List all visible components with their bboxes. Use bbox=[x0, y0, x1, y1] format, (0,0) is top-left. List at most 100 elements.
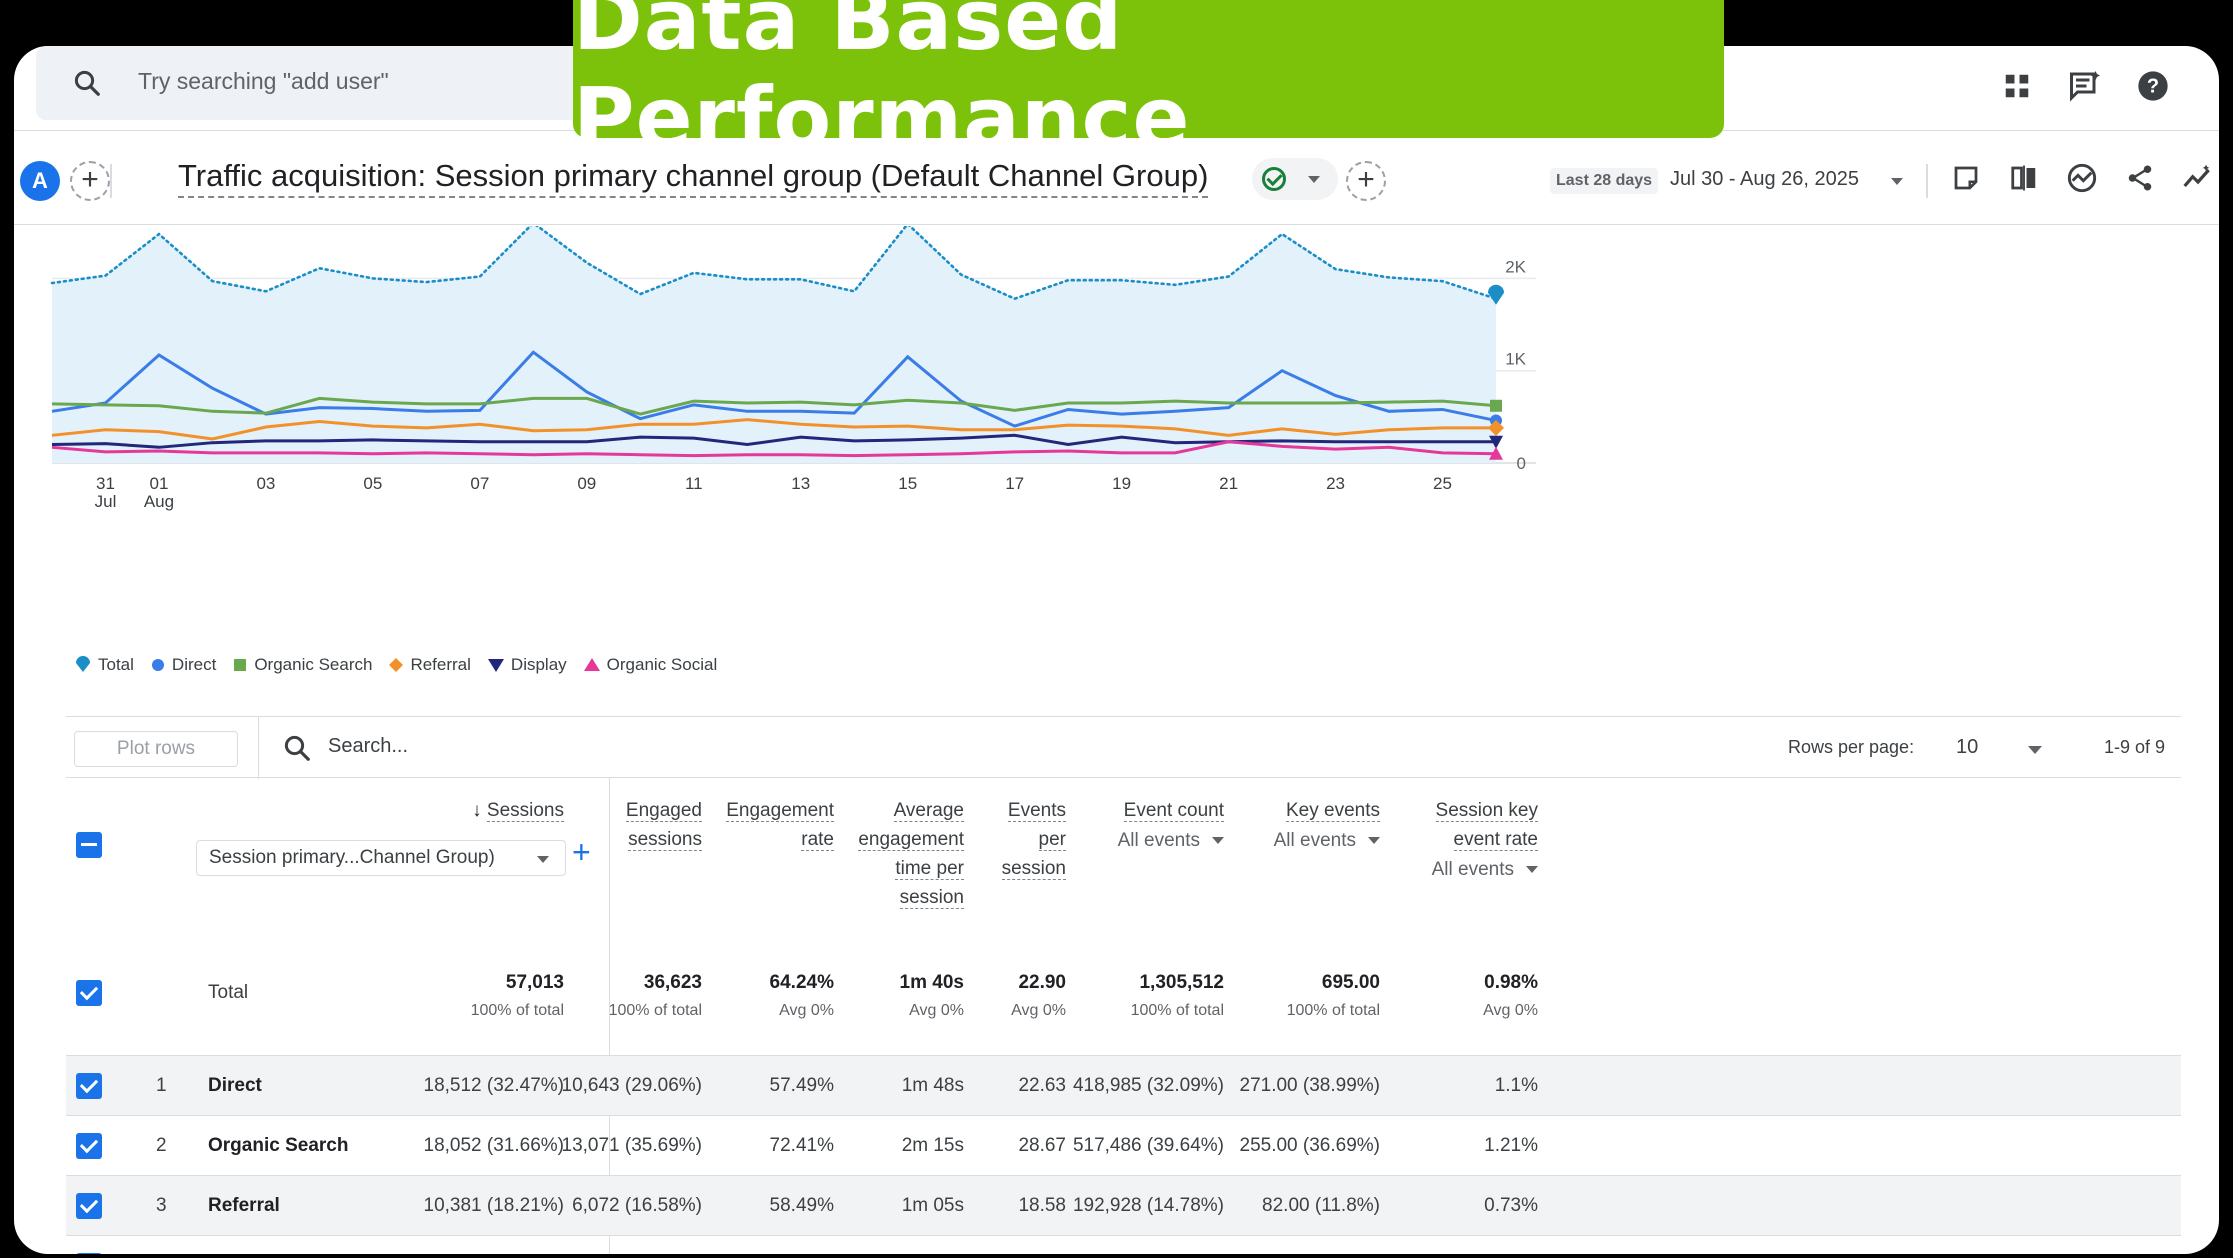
annotate-icon[interactable] bbox=[1946, 158, 1986, 198]
table-row[interactable]: 4Display6,491 (11.39%)3,772 (10.3%)58.11… bbox=[66, 1236, 2181, 1254]
legend-label: Referral bbox=[410, 655, 471, 674]
sort-arrow-down-icon[interactable]: ↓ bbox=[472, 800, 487, 821]
rows-per-page-select[interactable]: 10 bbox=[1956, 736, 1979, 758]
select-all-checkbox[interactable] bbox=[76, 832, 102, 858]
cell-events_per: 22.63 bbox=[1018, 1075, 1066, 1096]
divider bbox=[110, 164, 112, 198]
series-line-total bbox=[50, 226, 1498, 301]
x-tick-label: 21 bbox=[1219, 474, 1238, 493]
rows-per-page-label: Rows per page: bbox=[1788, 737, 1915, 757]
column-header-skr[interactable]: Session key event rate All events bbox=[1358, 796, 1538, 884]
metric-filter-dropdown[interactable]: All events bbox=[1358, 855, 1538, 884]
table-row[interactable]: 3 Referral 10,381 (18.21%) 6,072 (16.58%) 58… bbox=[66, 1176, 2181, 1236]
total-checkbox[interactable] bbox=[76, 980, 102, 1006]
column-header-sessions[interactable]: ↓ Sessions bbox=[404, 796, 564, 825]
add-report-button[interactable]: + bbox=[1346, 161, 1386, 201]
total-subvalue: 100% of total bbox=[608, 1002, 702, 1019]
share-icon[interactable] bbox=[2120, 158, 2160, 198]
row-checkbox[interactable] bbox=[76, 1253, 102, 1254]
column-header-label: Events bbox=[1007, 800, 1066, 822]
data-table: Plot rows Search... Rows per page: 10 1-… bbox=[66, 716, 2181, 1254]
table-row[interactable]: 1 Direct 18,512 (32.47%) 10,643 (29.06%) 57.… bbox=[66, 1056, 2181, 1116]
search-box[interactable]: Try searching "add user" bbox=[36, 46, 676, 120]
legend-label: Organic Social bbox=[606, 655, 718, 674]
legend-item[interactable]: Organic Social bbox=[583, 655, 718, 675]
date-range-label[interactable]: Last 28 days bbox=[1550, 168, 1659, 194]
insights-icon[interactable] bbox=[2062, 158, 2102, 198]
chevron-down-icon[interactable] bbox=[2028, 746, 2042, 754]
column-header-event_count[interactable]: Event count All events bbox=[1064, 796, 1224, 855]
cell-key_events: 271.00 (38.99%) bbox=[1239, 1075, 1381, 1096]
column-header-label: time per bbox=[895, 858, 964, 880]
column-header-label: per bbox=[1038, 829, 1066, 851]
cell-event_count: 517,486 (39.64%) bbox=[1072, 1135, 1224, 1156]
cell-key_events: 82.00 (11.8%) bbox=[1262, 1195, 1380, 1216]
legend-item[interactable]: Display bbox=[487, 655, 567, 675]
column-header-label: event rate bbox=[1453, 829, 1538, 851]
feedback-icon[interactable] bbox=[2065, 66, 2105, 106]
total-value: 1,305,512 bbox=[1139, 972, 1224, 993]
cell-skr: 1.21% bbox=[1484, 1135, 1538, 1156]
column-header-avg_time[interactable]: Average engagement time per session bbox=[804, 796, 964, 912]
cell-avg_time: 1m 48s bbox=[901, 1075, 964, 1096]
metric-filter-dropdown[interactable]: All events bbox=[1220, 826, 1380, 855]
divider bbox=[258, 717, 259, 779]
column-header-key_events[interactable]: Key events All events bbox=[1220, 796, 1380, 855]
cell-sessions: 18,512 (32.47%) bbox=[423, 1075, 565, 1096]
end-marker-display bbox=[1489, 435, 1503, 449]
table-search-input[interactable]: Search... bbox=[328, 735, 409, 757]
svg-text:?: ? bbox=[2147, 76, 2159, 98]
column-header-engaged[interactable]: Engaged sessions bbox=[562, 796, 702, 854]
date-range-value[interactable]: Jul 30 - Aug 26, 2025 bbox=[1670, 168, 1860, 190]
compare-icon[interactable] bbox=[2004, 158, 2044, 198]
triangle-up-icon bbox=[583, 657, 601, 673]
avatar[interactable]: A bbox=[20, 161, 60, 201]
x-tick-label: 01 bbox=[150, 474, 169, 493]
metric-filter-dropdown[interactable]: All events bbox=[1064, 826, 1224, 855]
plot-rows-button[interactable]: Plot rows bbox=[74, 731, 238, 767]
cell-rate: 57.49% bbox=[769, 1075, 834, 1096]
x-tick-label: 07 bbox=[470, 474, 489, 493]
column-header-rate[interactable]: Engagement rate bbox=[694, 796, 834, 854]
trend-icon[interactable] bbox=[2178, 158, 2218, 198]
total-subvalue: 100% of total bbox=[470, 1002, 564, 1019]
add-dimension-button[interactable]: + bbox=[572, 834, 591, 870]
row-checkbox[interactable] bbox=[76, 1133, 102, 1159]
legend-item[interactable]: Organic Search bbox=[232, 655, 372, 675]
row-channel-name: Referral bbox=[208, 1195, 280, 1216]
table-toolbar: Plot rows Search... Rows per page: 10 1-… bbox=[66, 716, 2181, 779]
cell-key_events: 255.00 (36.69%) bbox=[1239, 1135, 1381, 1156]
legend-label: Display bbox=[510, 655, 567, 674]
add-comparison-button[interactable]: + bbox=[70, 161, 110, 201]
x-tick-label: 17 bbox=[1005, 474, 1024, 493]
page-title[interactable]: Traffic acquisition: Session primary cha… bbox=[178, 158, 1209, 198]
series-line-display bbox=[51, 433, 1496, 449]
column-header-events_per[interactable]: Events per session bbox=[956, 796, 1066, 883]
cell-skr: 0.73% bbox=[1484, 1195, 1538, 1216]
row-number: 1 bbox=[156, 1075, 167, 1096]
y-tick-label: 1K bbox=[1505, 350, 1526, 369]
help-icon[interactable]: ? bbox=[2133, 66, 2173, 106]
report-header: A + Traffic acquisition: Session primary… bbox=[14, 156, 2219, 222]
legend-item[interactable]: Total bbox=[74, 655, 134, 675]
column-header-label: session bbox=[899, 887, 964, 909]
dimension-select[interactable]: Session primary...Channel Group) bbox=[196, 840, 566, 876]
total-subvalue: 100% of total bbox=[1130, 1002, 1224, 1019]
row-checkbox[interactable] bbox=[76, 1073, 102, 1099]
cell-event_count: 418,985 (32.09%) bbox=[1072, 1075, 1224, 1096]
chart-legend: Total Direct Organic Search Referral Display… bbox=[74, 655, 717, 675]
x-tick-label: 13 bbox=[791, 474, 810, 493]
table-row[interactable]: 2 Organic Search 18,052 (31.66%) 13,071 (35… bbox=[66, 1116, 2181, 1176]
row-checkbox[interactable] bbox=[76, 1193, 102, 1219]
divider bbox=[609, 778, 610, 1254]
status-dropdown[interactable] bbox=[1252, 158, 1338, 200]
series-line-referral bbox=[51, 418, 1496, 441]
legend-item[interactable]: Referral bbox=[388, 655, 471, 675]
search-icon bbox=[74, 70, 100, 96]
total-value: 1m 40s bbox=[899, 972, 964, 993]
apps-grid-icon[interactable] bbox=[1997, 66, 2037, 106]
chevron-down-icon[interactable] bbox=[1891, 178, 1903, 185]
end-marker-referral bbox=[1488, 419, 1504, 436]
legend-item[interactable]: Direct bbox=[150, 655, 216, 675]
cell-events_per: 18.58 bbox=[1018, 1195, 1066, 1216]
